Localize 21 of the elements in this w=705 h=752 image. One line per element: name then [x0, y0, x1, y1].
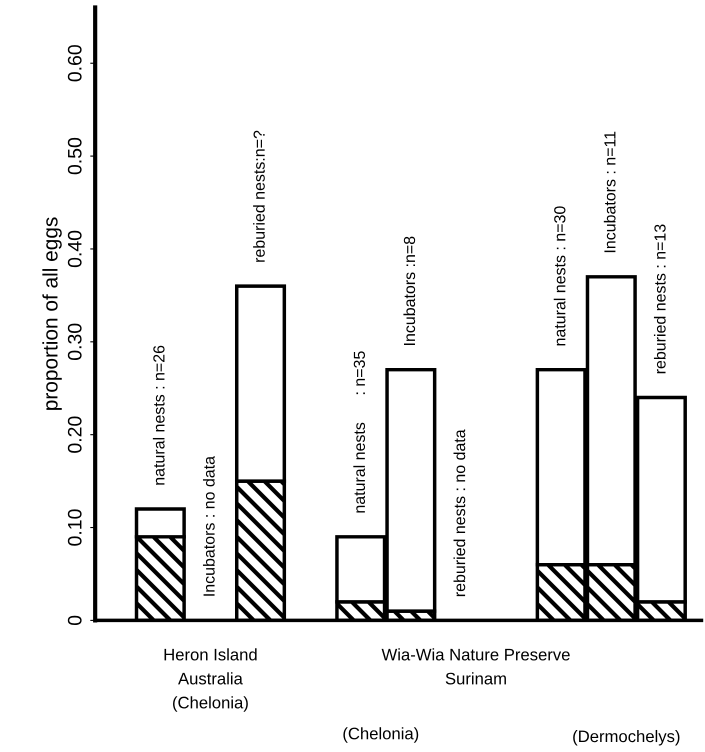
y-tick-label: 0.40 — [68, 230, 82, 268]
x-tick-label: reburied nests : no data — [454, 429, 466, 596]
y-tick-label: 0.60 — [68, 45, 82, 82]
x-tick-label: reburied nests : n=13 — [654, 224, 666, 374]
x-tick-label: natural nests : n=26 — [152, 346, 165, 485]
text: (Chelonia) — [343, 727, 418, 743]
x-tick-label: natural nests : n=35 — [353, 351, 366, 513]
text: Wia-Wia Nature Preserve Surinam — [382, 648, 570, 684]
x-tick-label: Incubators : no data — [202, 456, 215, 596]
y-tick-label: 0.50 — [68, 138, 82, 174]
x-tick-label: natural nests : n=30 — [554, 206, 566, 346]
x-tick-label: Incubators :n=8 — [403, 236, 416, 345]
y-tick-label: 0 — [68, 616, 82, 626]
text: Heron Island Australia (Chelonia) — [164, 648, 257, 712]
y-tick-label: 0.10 — [68, 509, 82, 546]
x-tick-label: reburied nests:n=? — [253, 130, 265, 262]
y-tick-label: 0.20 — [68, 416, 82, 453]
x-tick-label: Incubators : n=11 — [604, 132, 616, 252]
y-axis-title: proportion of all eggs — [42, 217, 62, 410]
y-tick-label: 0.30 — [68, 324, 82, 360]
text: (Dermochelys) — [573, 730, 680, 746]
